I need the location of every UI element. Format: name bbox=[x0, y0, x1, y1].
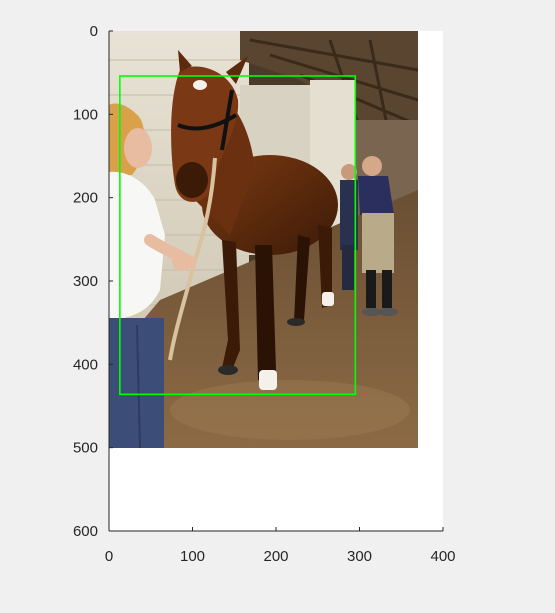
bounding-box bbox=[119, 75, 357, 396]
y-tick-label: 500 bbox=[73, 440, 98, 457]
x-tick-label: 100 bbox=[180, 548, 205, 565]
y-tick-label: 200 bbox=[73, 190, 98, 207]
y-tick-label: 400 bbox=[73, 356, 98, 373]
x-tick-label: 200 bbox=[263, 548, 288, 565]
x-tick-label: 400 bbox=[430, 548, 455, 565]
y-tick-label: 0 bbox=[90, 23, 98, 40]
x-tick-label: 300 bbox=[347, 548, 372, 565]
x-axis-ticks: 0 100 200 300 400 bbox=[105, 527, 456, 565]
x-tick-label: 0 bbox=[105, 548, 113, 565]
y-tick-label: 600 bbox=[73, 523, 98, 540]
horse-photo bbox=[109, 31, 418, 448]
y-tick-label: 300 bbox=[73, 273, 98, 290]
y-tick-label: 100 bbox=[73, 106, 98, 123]
y-axis-ticks: 0 100 200 300 400 500 600 bbox=[73, 23, 113, 540]
